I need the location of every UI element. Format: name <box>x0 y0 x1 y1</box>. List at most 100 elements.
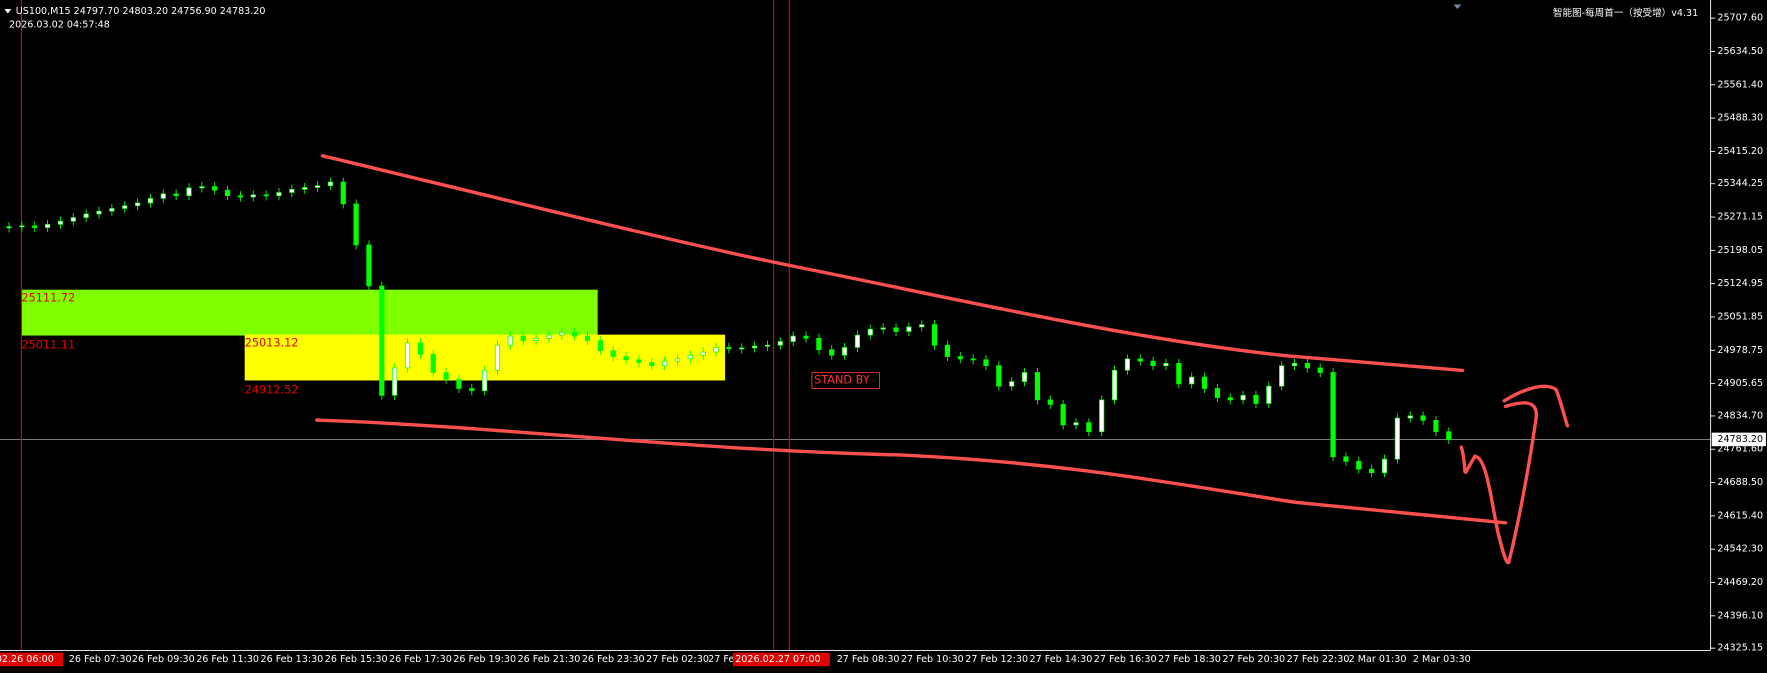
candle <box>366 240 372 291</box>
candle-body <box>636 359 642 363</box>
candle <box>546 330 552 343</box>
menu-arrow[interactable] <box>4 9 12 14</box>
candle-body <box>1446 431 1452 440</box>
candle-body <box>250 194 256 198</box>
candle-body <box>134 202 141 207</box>
candle <box>726 342 732 354</box>
candle-body <box>96 210 102 215</box>
candle <box>752 341 758 353</box>
candle-body <box>1394 417 1400 460</box>
time-marker-tag <box>732 652 830 667</box>
candle-body <box>1291 363 1298 367</box>
time-label: 26 Feb 23:30 <box>582 654 645 665</box>
price-tick-label: 24542.30 <box>1717 544 1763 555</box>
candle-body <box>494 344 501 371</box>
candle-body <box>1150 360 1156 367</box>
price-tick-label: 24905.65 <box>1717 378 1763 389</box>
candle-body <box>327 181 333 187</box>
candle <box>983 355 989 371</box>
candle <box>713 342 719 357</box>
candle <box>96 206 102 219</box>
candle-body <box>1034 372 1041 401</box>
candle-body <box>6 226 12 229</box>
candle-body <box>289 188 295 193</box>
candle-body <box>777 341 783 346</box>
time-label: 26 Feb 15:30 <box>325 654 388 665</box>
candle-body <box>109 208 115 212</box>
price-tick-label: 24978.75 <box>1717 345 1763 356</box>
candle-body <box>353 203 359 246</box>
candle-body <box>829 349 835 356</box>
candle <box>1034 367 1041 405</box>
candle-body <box>662 360 668 367</box>
time-label: 27 Feb 10:30 <box>901 654 964 665</box>
candle <box>6 222 12 233</box>
candle-body <box>687 354 693 360</box>
candle <box>134 198 141 211</box>
price-tick-label: 24469.20 <box>1717 577 1763 588</box>
candle-body <box>700 351 706 356</box>
candle <box>1446 427 1452 445</box>
symbol-info: US100,M15 24797.70 24803.20 24756.90 247… <box>16 6 266 17</box>
candle <box>456 374 462 393</box>
candle <box>854 330 861 352</box>
candles <box>6 177 1452 478</box>
candle-body <box>1356 461 1362 470</box>
candle <box>520 331 526 346</box>
candle <box>417 338 423 359</box>
candle <box>842 342 848 360</box>
candle <box>1240 390 1246 405</box>
candle-body <box>726 347 732 350</box>
drawings <box>315 154 1570 565</box>
candle <box>353 199 359 250</box>
candle <box>1201 372 1208 393</box>
candle <box>469 383 475 396</box>
candle <box>1433 415 1439 437</box>
candle-body <box>1240 394 1246 401</box>
candle <box>173 189 179 201</box>
scroll-marker[interactable] <box>1453 4 1462 10</box>
candle <box>893 323 899 337</box>
price-tick-label: 25051.85 <box>1717 311 1763 322</box>
price-tick-label: 25488.30 <box>1717 113 1763 124</box>
candle <box>494 340 501 375</box>
price-tick-label: 24615.40 <box>1717 510 1763 521</box>
candle-body <box>237 195 244 198</box>
candle-body <box>276 192 282 197</box>
time-label: 27 Feb 20:30 <box>1222 654 1285 665</box>
candle <box>610 346 616 362</box>
candle-body <box>816 337 822 351</box>
candle-body <box>1304 363 1310 369</box>
candle <box>559 327 565 340</box>
candle <box>147 193 154 208</box>
candle-body <box>1369 468 1375 474</box>
candle-body <box>1253 394 1259 404</box>
candle-body <box>70 217 76 222</box>
candle <box>1137 354 1143 366</box>
candle-body <box>224 189 231 197</box>
price-tick-label: 25415.20 <box>1717 146 1763 157</box>
candle-body <box>1201 376 1208 389</box>
candle <box>1086 418 1092 437</box>
candle <box>829 345 835 360</box>
candle-body <box>1420 415 1426 421</box>
candle-body <box>623 356 629 361</box>
candle <box>931 320 938 350</box>
candle-body <box>314 185 321 188</box>
candle <box>122 201 128 213</box>
candle-body <box>1009 381 1015 387</box>
projection-line <box>1459 401 1539 565</box>
candle <box>623 352 629 365</box>
candle-body <box>520 335 526 341</box>
candle <box>996 361 1002 391</box>
candle <box>19 221 25 232</box>
candle-body <box>854 334 861 348</box>
price-tick-label: 24761.60 <box>1717 444 1763 455</box>
zone-bottom-label: 24912.52 <box>245 384 299 397</box>
time-label: 27 Feb 08:30 <box>837 654 900 665</box>
price-tick-label: 25344.25 <box>1717 178 1763 189</box>
candle <box>1099 395 1105 437</box>
annotation: STAND BY <box>814 374 870 387</box>
candle-body <box>1214 388 1220 398</box>
